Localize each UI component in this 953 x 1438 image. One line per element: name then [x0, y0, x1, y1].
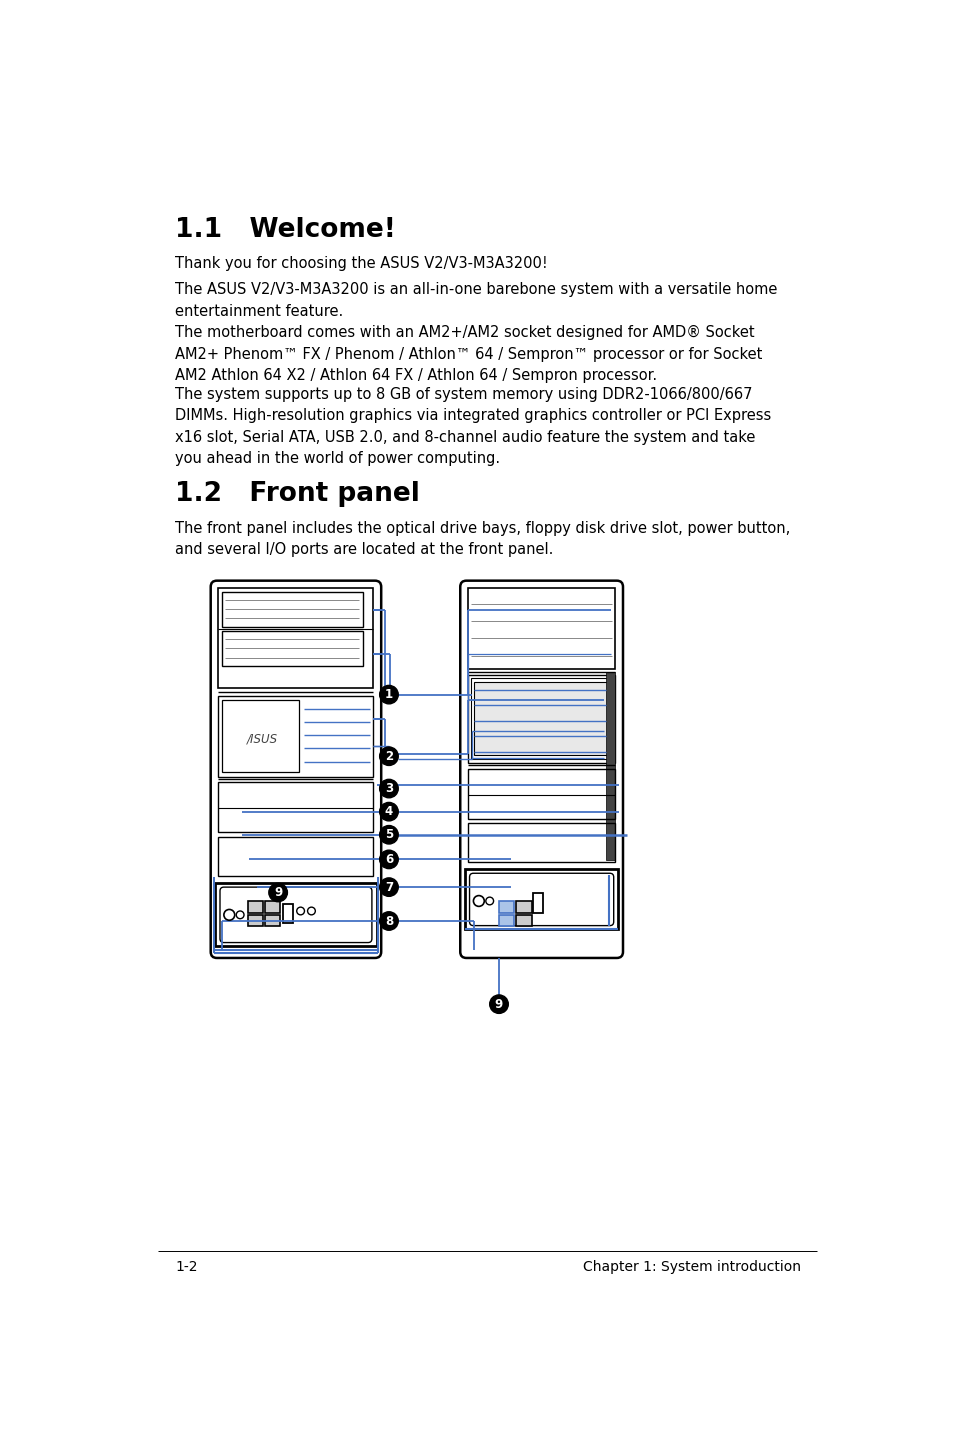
- Text: 7: 7: [384, 880, 393, 893]
- Circle shape: [379, 912, 397, 930]
- Bar: [474, 682, 608, 755]
- Text: 9: 9: [495, 998, 502, 1011]
- Text: 6: 6: [384, 853, 393, 866]
- Text: 2: 2: [384, 749, 393, 762]
- Bar: [498, 915, 514, 926]
- Circle shape: [379, 825, 397, 844]
- Text: 1.1   Welcome!: 1.1 Welcome!: [174, 217, 395, 243]
- Bar: [533, 893, 542, 913]
- Text: 4: 4: [384, 805, 393, 818]
- Bar: [218, 588, 373, 689]
- Text: The system supports up to 8 GB of system memory using DDR2-1066/800/667
DIMMs. H: The system supports up to 8 GB of system…: [174, 387, 770, 466]
- Bar: [468, 588, 615, 669]
- Text: Thank you for choosing the ASUS V2/V3-M3A3200!: Thank you for choosing the ASUS V2/V3-M3…: [174, 256, 547, 270]
- Text: 1: 1: [384, 689, 393, 702]
- Bar: [221, 700, 298, 772]
- Circle shape: [379, 779, 397, 798]
- Bar: [516, 902, 531, 913]
- Text: The ASUS V2/V3-M3A3200 is an all-in-one barebone system with a versatile home
en: The ASUS V2/V3-M3A3200 is an all-in-one …: [174, 282, 777, 318]
- Circle shape: [379, 802, 397, 821]
- Text: 8: 8: [384, 915, 393, 928]
- Bar: [215, 883, 376, 946]
- Bar: [265, 902, 280, 913]
- Circle shape: [379, 746, 397, 765]
- Bar: [248, 902, 263, 913]
- Bar: [468, 768, 615, 818]
- Bar: [468, 674, 615, 764]
- Bar: [248, 915, 263, 926]
- Text: Chapter 1: System introduction: Chapter 1: System introduction: [582, 1260, 801, 1274]
- Text: /ISUS: /ISUS: [247, 732, 278, 745]
- Circle shape: [379, 686, 397, 703]
- Text: 9: 9: [274, 886, 282, 899]
- Bar: [221, 631, 362, 666]
- Circle shape: [379, 877, 397, 896]
- Text: 5: 5: [384, 828, 393, 841]
- Bar: [471, 679, 612, 759]
- Bar: [464, 870, 618, 929]
- Bar: [498, 902, 514, 913]
- Bar: [218, 696, 373, 777]
- Circle shape: [379, 850, 397, 869]
- Bar: [265, 915, 280, 926]
- Bar: [221, 592, 362, 627]
- Bar: [516, 915, 531, 926]
- Text: 3: 3: [384, 782, 393, 795]
- Bar: [218, 782, 373, 833]
- Text: 1.2   Front panel: 1.2 Front panel: [174, 480, 419, 506]
- Bar: [282, 905, 293, 923]
- Text: The motherboard comes with an AM2+/AM2 socket designed for AMD® Socket
AM2+ Phen: The motherboard comes with an AM2+/AM2 s…: [174, 325, 761, 384]
- Text: 1-2: 1-2: [174, 1260, 197, 1274]
- Text: The front panel includes the optical drive bays, floppy disk drive slot, power b: The front panel includes the optical dri…: [174, 521, 789, 557]
- Bar: [468, 823, 615, 861]
- Circle shape: [489, 995, 508, 1014]
- Bar: [605, 672, 615, 860]
- Circle shape: [269, 883, 287, 902]
- Bar: [218, 837, 373, 876]
